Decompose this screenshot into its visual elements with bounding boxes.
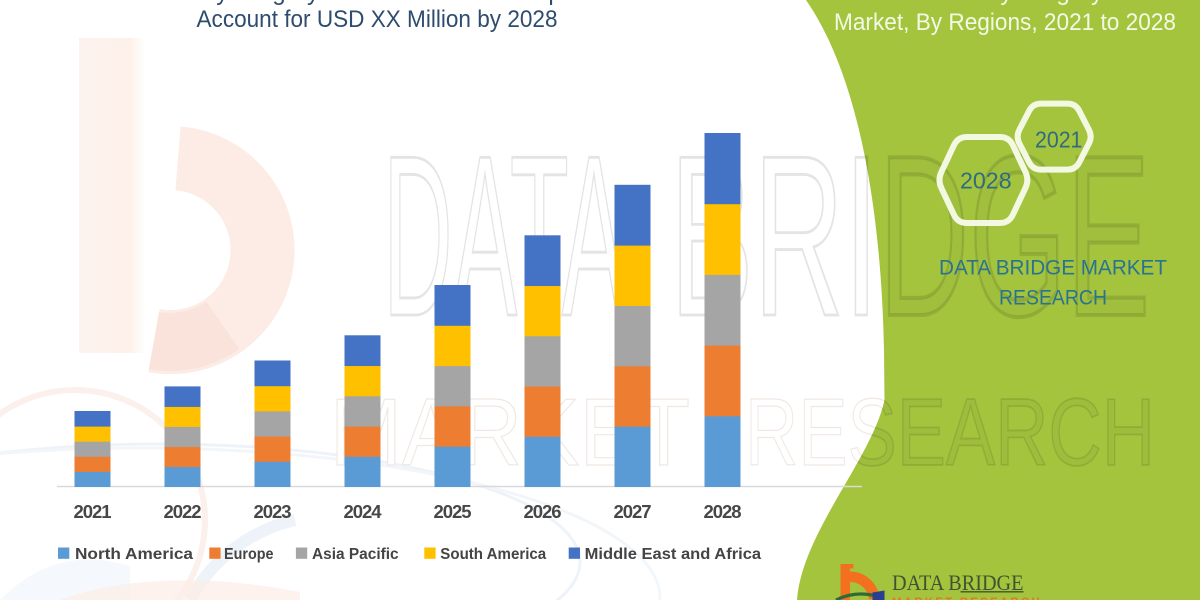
svg-text:2024: 2024 bbox=[344, 501, 383, 522]
svg-text:Market, By Regions, 2021 to 20: Market, By Regions, 2021 to 2028 bbox=[834, 9, 1176, 36]
svg-text:South America: South America bbox=[440, 546, 546, 563]
svg-text:2025: 2025 bbox=[434, 501, 472, 522]
svg-text:MARKET RESEARCH: MARKET RESEARCH bbox=[892, 597, 1042, 600]
svg-text:2026: 2026 bbox=[524, 501, 562, 522]
svg-text:North America: North America bbox=[75, 546, 193, 563]
svg-text:2027: 2027 bbox=[614, 501, 652, 522]
svg-text:Account for USD XX Million by: Account for USD XX Million by 2028 bbox=[197, 6, 558, 33]
svg-text:DATA BRIDGE: DATA BRIDGE bbox=[892, 570, 1024, 595]
svg-text:2023: 2023 bbox=[254, 501, 292, 522]
svg-text:Global Ambulatory Surgery Cent: Global Ambulatory Surgery Centers bbox=[816, 0, 1194, 6]
svg-text:2021: 2021 bbox=[1035, 127, 1083, 153]
svg-text:DATA BRIDGE MARKET: DATA BRIDGE MARKET bbox=[939, 256, 1167, 279]
svg-text:Middle East and Africa: Middle East and Africa bbox=[585, 546, 762, 563]
svg-text:Europe: Europe bbox=[224, 546, 274, 563]
svg-text:Asia Pacific: Asia Pacific bbox=[312, 546, 399, 563]
svg-text:2022: 2022 bbox=[164, 501, 202, 522]
svg-text:Ambulatory Surgery Centers Mar: Ambulatory Surgery Centers Market is Exp… bbox=[107, 0, 647, 6]
svg-text:2021: 2021 bbox=[74, 501, 112, 522]
svg-text:2028: 2028 bbox=[960, 167, 1012, 193]
svg-text:2028: 2028 bbox=[704, 501, 742, 522]
svg-text:DATA: DATA bbox=[383, 109, 626, 364]
svg-text:RESEARCH: RESEARCH bbox=[999, 287, 1107, 310]
